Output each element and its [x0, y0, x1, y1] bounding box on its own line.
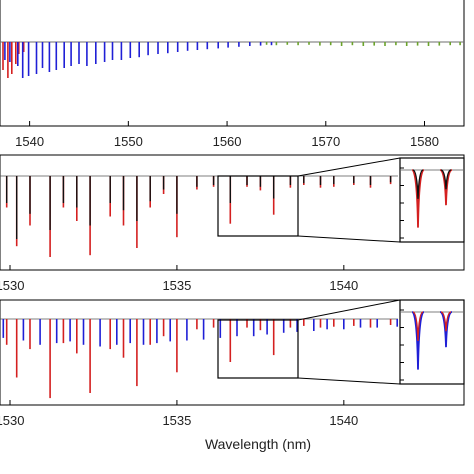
top-panel: 1540 1550 1560 1570 1580 [0, 0, 465, 149]
middle-zoom-connector-top [297, 157, 401, 177]
bottom-inset-panel [399, 299, 465, 385]
x-tick-label-1: 1535 [162, 413, 191, 428]
x-axis-title: Wavelength (nm) [205, 436, 311, 452]
inset-dip-red-0 [412, 311, 424, 341]
middle-zoom-box [217, 175, 299, 237]
x-tick-label-2: 1540 [329, 413, 358, 428]
inset-dip-red-1 [440, 311, 452, 332]
top-panel-marks [0, 41, 464, 78]
x-tick-label-0: 1530 [0, 413, 24, 428]
middle-panel-xticks: 1530 1535 1540 [0, 265, 358, 293]
inset-dip-black-1 [440, 169, 452, 190]
x-tick-label-1: 1535 [162, 278, 191, 293]
top-panel-xticks: 1540 1550 1560 1570 1580 [15, 121, 439, 149]
inset-dip-blue-0 [411, 311, 425, 370]
bottom-zoom-connector-top [297, 299, 401, 321]
x-tick-label-2: 1540 [329, 278, 358, 293]
inset-dip-red-0 [411, 169, 425, 228]
middle-panel: 1530 1535 1540 [0, 154, 465, 293]
inset-dip-red-1 [439, 169, 453, 206]
bottom-inset-marks [400, 309, 463, 381]
top-panel-frame [0, 0, 465, 127]
bottom-panel: 1530 1535 1540 [0, 299, 465, 428]
bottom-zoom-box [217, 319, 299, 379]
x-tick-label-4: 1580 [410, 134, 439, 149]
x-tick-label-3: 1570 [311, 134, 340, 149]
middle-zoom-connector-bottom [297, 235, 401, 243]
middle-inset-marks [400, 167, 463, 239]
x-tick-label-1: 1550 [114, 134, 143, 149]
bottom-panel-marks [0, 318, 399, 399]
x-tick-label-2: 1560 [213, 134, 242, 149]
inset-dip-black-0 [412, 169, 424, 199]
bottom-panel-frame [0, 299, 465, 406]
middle-panel-marks [0, 175, 398, 257]
x-tick-label-0: 1540 [15, 134, 44, 149]
x-tick-label-0: 1530 [0, 278, 24, 293]
middle-inset-panel [399, 157, 465, 243]
bottom-panel-xticks: 1530 1535 1540 [0, 400, 358, 428]
inset-dip-blue-1 [439, 311, 453, 348]
middle-panel-frame [0, 154, 465, 271]
bottom-zoom-connector-bottom [297, 377, 401, 385]
